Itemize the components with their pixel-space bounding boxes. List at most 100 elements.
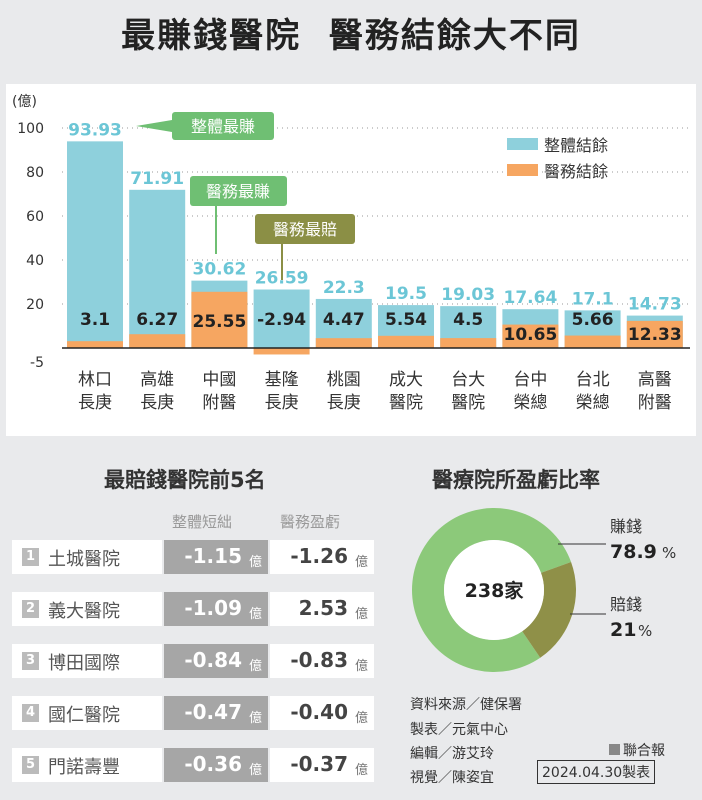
callout-text: 整體最賺 bbox=[191, 117, 255, 136]
legend-swatch bbox=[507, 138, 538, 150]
bar-medical bbox=[440, 338, 497, 348]
col-header-medical: 醫務盈虧 bbox=[280, 513, 341, 531]
data-label-total: 30.62 bbox=[193, 260, 247, 280]
y-tick-label: 80 bbox=[26, 165, 44, 181]
y-tick-label: 40 bbox=[26, 253, 44, 269]
hospital-cell: 1 土城醫院 bbox=[12, 540, 162, 574]
total-value: -0.36 bbox=[184, 752, 242, 776]
y-tick-label: 20 bbox=[26, 297, 44, 313]
bar-medical bbox=[67, 341, 123, 348]
data-label-medical: 5.54 bbox=[385, 310, 427, 330]
x-tick-label: 基隆 bbox=[265, 370, 299, 390]
data-label-medical: 6.27 bbox=[136, 310, 178, 330]
x-tick-label: 附醫 bbox=[202, 393, 236, 413]
table-row: 2 義大醫院 -1.09 億 2.53 億 bbox=[12, 592, 374, 626]
data-label-total: 14.73 bbox=[628, 295, 682, 315]
total-deficit-cell: -0.84 億 bbox=[164, 644, 268, 678]
x-tick-label: 高雄 bbox=[140, 370, 174, 390]
data-label-medical: 4.47 bbox=[323, 310, 365, 330]
data-label-medical: 25.55 bbox=[193, 312, 247, 332]
medical-balance-cell: -0.37 億 bbox=[270, 748, 374, 782]
bar-medical bbox=[502, 324, 559, 348]
bar-medical bbox=[564, 335, 621, 348]
data-label-total: 19.5 bbox=[385, 284, 427, 304]
unit-label: 億 bbox=[354, 763, 368, 778]
donut-center-label: 238家 bbox=[465, 579, 525, 602]
unit-label: 億 bbox=[248, 763, 262, 778]
percent-sign: % bbox=[638, 622, 652, 640]
hospital-cell: 4 國仁醫院 bbox=[12, 696, 162, 730]
rank-badge: 2 bbox=[22, 600, 39, 618]
x-tick-label: 榮總 bbox=[513, 393, 547, 413]
donut-slice bbox=[522, 561, 576, 658]
callout-box bbox=[172, 112, 274, 140]
x-tick-label: 長庚 bbox=[327, 393, 361, 413]
data-label-medical: 4.5 bbox=[453, 310, 483, 330]
x-tick-label: 中國 bbox=[202, 370, 236, 390]
publisher-name: 聯合報 bbox=[623, 743, 665, 759]
data-label-total: 17.64 bbox=[504, 288, 558, 308]
medical-value: -1.26 bbox=[290, 544, 348, 568]
x-tick-label: 長庚 bbox=[78, 393, 112, 413]
x-tick-label: 長庚 bbox=[265, 393, 299, 413]
data-label-medical: 5.66 bbox=[572, 310, 614, 330]
total-deficit-cell: -1.09 億 bbox=[164, 592, 268, 626]
x-tick-label: 桃園 bbox=[327, 370, 361, 390]
bar-medical bbox=[315, 338, 372, 348]
y-tick-label: 100 bbox=[17, 121, 44, 137]
unit-label: 億 bbox=[354, 555, 368, 570]
callout-box bbox=[255, 214, 355, 244]
total-deficit-cell: -0.36 億 bbox=[164, 748, 268, 782]
total-value: -1.09 bbox=[184, 596, 242, 620]
medical-balance-cell: -0.40 億 bbox=[270, 696, 374, 730]
data-label-total: 71.91 bbox=[130, 169, 184, 189]
medical-balance-cell: 2.53 億 bbox=[270, 592, 374, 626]
x-tick-label: 林口 bbox=[78, 370, 112, 390]
rank-badge: 5 bbox=[22, 756, 39, 774]
data-label-total: 17.1 bbox=[572, 289, 614, 309]
callout-box bbox=[190, 176, 287, 206]
rank-badge: 4 bbox=[22, 704, 39, 722]
medical-balance-cell: -0.83 億 bbox=[270, 644, 374, 678]
bar-total bbox=[253, 289, 310, 348]
page-title: 最賺錢醫院 醫務結餘大不同 bbox=[121, 16, 581, 56]
rank-badge: 3 bbox=[22, 652, 39, 670]
donut-slice bbox=[412, 508, 572, 672]
unit-label: 億 bbox=[354, 607, 368, 622]
credit-source: 資料來源／健保署 bbox=[410, 697, 522, 713]
x-tick-label: 附醫 bbox=[638, 393, 672, 413]
unit-label: 億 bbox=[354, 659, 368, 674]
unit-label: 億 bbox=[248, 607, 262, 622]
credit-visual: 視覺／陳姿宜 bbox=[410, 770, 494, 786]
data-label-medical: 12.33 bbox=[628, 325, 682, 345]
x-tick-label: 台中 bbox=[513, 370, 547, 390]
bar-chart-panel: (億) 100 80 60 40 20 -5 93.93 3.1 林口 長庚 71.91 6.27 高雄長… bbox=[6, 84, 696, 436]
x-tick-label: 榮總 bbox=[576, 393, 610, 413]
hospital-name: 國仁醫院 bbox=[48, 705, 120, 726]
bar-medical bbox=[129, 334, 186, 348]
donut-label-win: 賺錢 bbox=[610, 517, 642, 536]
bar-medical bbox=[378, 335, 434, 348]
data-label-total: 22.3 bbox=[323, 278, 365, 298]
donut-hole bbox=[444, 540, 544, 640]
hospital-name: 土城醫院 bbox=[48, 549, 120, 570]
x-tick-label: 台大 bbox=[451, 370, 485, 390]
y-tick-label: 60 bbox=[26, 209, 44, 225]
medical-value: -0.37 bbox=[290, 752, 348, 776]
legend-label: 整體結餘 bbox=[544, 136, 608, 155]
donut-chart: 238家 賺錢 78.9 % 賠錢 21% bbox=[412, 508, 676, 672]
x-tick-label: 醫院 bbox=[389, 393, 423, 413]
donut-title: 醫療院所盈虧比率 bbox=[432, 468, 600, 492]
medical-value: -0.40 bbox=[290, 700, 348, 724]
hospital-name: 門諾壽豐 bbox=[48, 757, 120, 778]
bar-total bbox=[129, 189, 186, 348]
loss-table-title: 最賠錢醫院前5名 bbox=[104, 468, 266, 492]
x-tick-label: 高醫 bbox=[638, 370, 672, 390]
legend-swatch bbox=[507, 164, 538, 176]
data-label-medical: 10.65 bbox=[504, 325, 558, 345]
donut-label-loss: 賠錢 bbox=[610, 595, 642, 614]
table-row: 1 土城醫院 -1.15 億 -1.26 億 bbox=[12, 540, 374, 574]
table-row: 5 門諾壽豐 -0.36 億 -0.37 億 bbox=[12, 748, 374, 782]
unit-label: 億 bbox=[248, 711, 262, 726]
